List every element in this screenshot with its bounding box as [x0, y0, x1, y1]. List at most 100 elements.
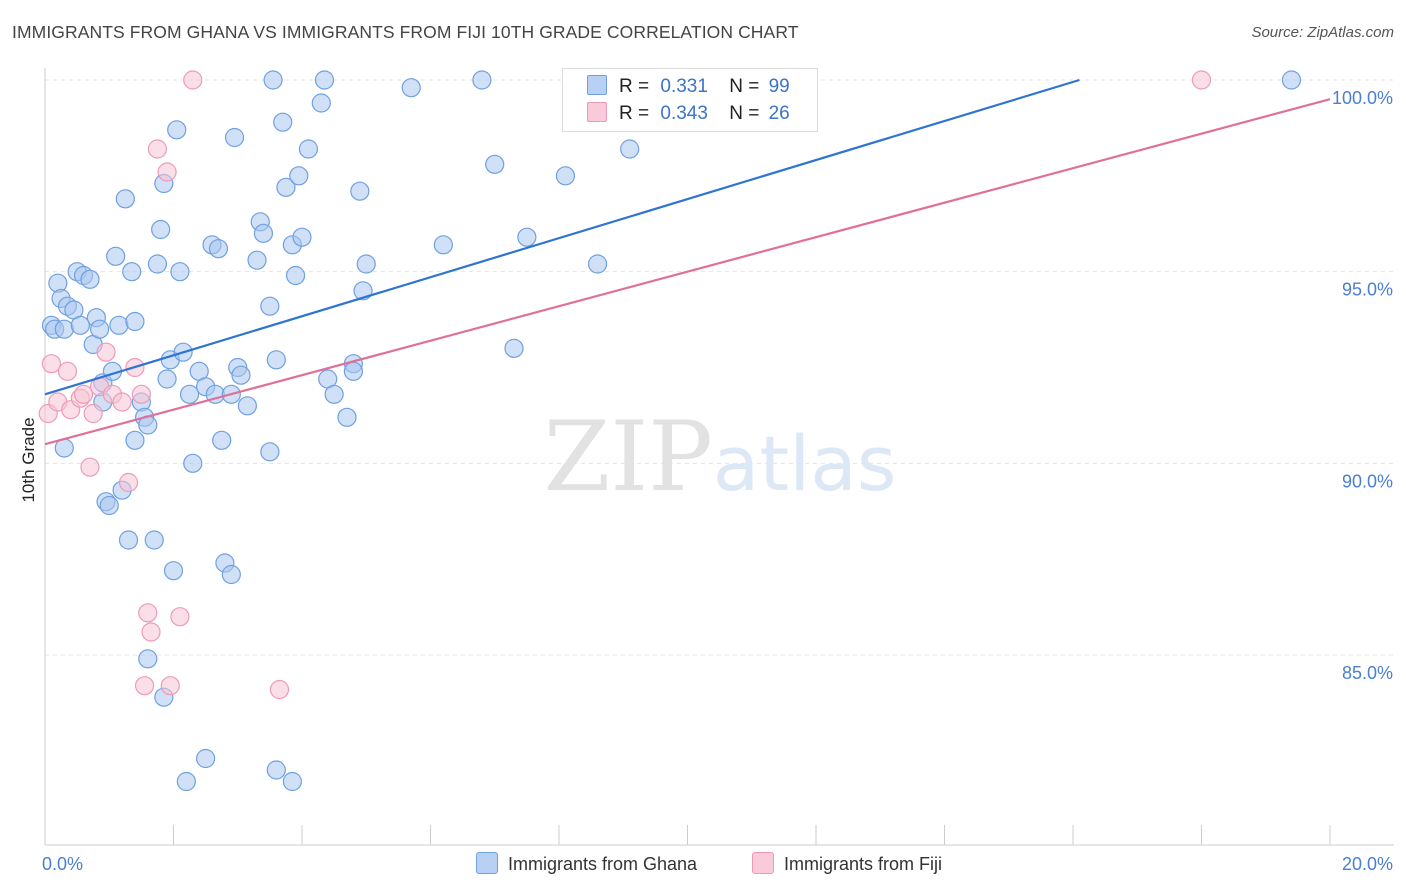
legend-row-ghana: R = 0.331 N = 99 — [587, 75, 790, 101]
point-ghana — [224, 127, 245, 148]
point-ghana — [125, 311, 145, 332]
legend-r-value-ghana: 0.331 — [660, 76, 708, 97]
axes — [44, 68, 1394, 846]
legend-n-value-ghana: 99 — [768, 76, 790, 97]
watermark-zip: ZIP — [544, 401, 713, 513]
point-ghana — [433, 235, 453, 255]
point-ghana — [157, 369, 177, 389]
point-ghana — [266, 760, 286, 780]
point-fiji — [118, 472, 139, 493]
series-legend-swatch-fiji — [752, 852, 774, 874]
y-tick-label: 95.0% — [1342, 280, 1393, 300]
watermark-atlas: atlas — [713, 419, 897, 508]
point-ghana — [253, 223, 274, 243]
point-ghana — [144, 530, 164, 550]
legend-n-value-fiji: 26 — [768, 103, 790, 124]
point-ghana — [260, 296, 280, 316]
legend-swatch-fiji — [587, 102, 607, 122]
y-axis-label: 10th Grade — [19, 417, 38, 502]
point-ghana — [183, 453, 203, 473]
point-ghana — [122, 262, 142, 282]
point-ghana — [118, 530, 139, 550]
point-ghana — [170, 262, 190, 282]
legend-r-label: R = — [619, 103, 650, 124]
y-tick-label: 100.0% — [1332, 88, 1393, 108]
point-ghana — [99, 495, 119, 516]
point-fiji — [80, 457, 100, 477]
series-legend-swatch-ghana — [476, 852, 498, 874]
chart-source: Source: ZipAtlas.com — [1251, 24, 1394, 41]
point-ghana — [247, 250, 267, 270]
point-ghana — [504, 338, 524, 358]
point-ghana — [324, 384, 344, 404]
legend-n-label: N = — [729, 76, 760, 97]
legend-n-label: N = — [729, 103, 760, 124]
point-ghana — [208, 239, 229, 259]
point-fiji — [131, 384, 151, 404]
grid-lines — [45, 79, 1394, 656]
point-ghana — [176, 771, 196, 792]
point-fiji — [138, 603, 158, 623]
point-ghana — [311, 93, 331, 113]
point-ghana — [314, 70, 335, 90]
point-ghana — [289, 166, 309, 186]
y-tick-labels: 85.0% 90.0% 95.0% 100.0% — [1332, 88, 1393, 683]
point-ghana — [212, 430, 232, 450]
point-ghana — [276, 177, 296, 197]
series-ghana — [41, 70, 1302, 792]
watermark: ZIPatlas — [544, 401, 897, 513]
series-legend-ghana: Immigrants from Ghana — [476, 852, 697, 875]
point-fiji — [112, 392, 132, 412]
point-ghana — [54, 319, 74, 339]
point-fiji — [160, 676, 180, 696]
series-legend-label-ghana: Immigrants from Ghana — [508, 854, 698, 874]
point-ghana — [298, 139, 319, 159]
point-ghana — [282, 771, 302, 792]
legend-r-label: R = — [619, 76, 650, 97]
point-ghana — [555, 166, 576, 186]
point-fiji — [41, 354, 62, 374]
y-tick-label: 85.0% — [1342, 663, 1393, 683]
point-ghana — [80, 269, 100, 289]
point-fiji — [147, 139, 168, 159]
point-ghana — [285, 265, 306, 286]
point-fiji — [141, 622, 161, 642]
point-ghana — [106, 246, 126, 266]
point-ghana — [587, 254, 608, 274]
series-fiji — [38, 70, 1212, 700]
point-fiji — [1191, 70, 1212, 90]
x-tick-label: 20.0% — [1342, 854, 1393, 874]
point-ghana — [167, 120, 187, 140]
point-ghana — [292, 227, 312, 247]
point-ghana — [620, 139, 640, 159]
point-fiji — [57, 361, 78, 381]
point-fiji — [183, 70, 203, 90]
point-ghana — [401, 78, 421, 98]
point-ghana — [151, 219, 171, 240]
point-fiji — [73, 384, 94, 404]
y-tick-label: 90.0% — [1342, 471, 1393, 491]
point-ghana — [343, 361, 363, 381]
point-ghana — [138, 649, 158, 669]
series-legend-label-fiji: Immigrants from Fiji — [784, 854, 943, 874]
point-fiji — [157, 162, 177, 182]
point-ghana — [163, 561, 184, 581]
chart-title: IMMIGRANTS FROM GHANA VS IMMIGRANTS FROM… — [12, 22, 799, 42]
x-tick-label: 0.0% — [42, 854, 83, 874]
trend-line-fiji — [44, 98, 1331, 446]
point-ghana — [472, 70, 492, 90]
point-ghana — [263, 70, 283, 90]
point-ghana — [115, 189, 135, 209]
point-ghana — [517, 227, 537, 247]
trend-lines — [44, 78, 1331, 446]
point-ghana — [273, 112, 293, 132]
point-ghana — [147, 254, 168, 274]
point-ghana — [356, 254, 376, 274]
point-fiji — [83, 403, 103, 424]
point-ghana — [109, 315, 129, 335]
point-ghana — [125, 430, 145, 450]
series-legend-fiji: Immigrants from Fiji — [752, 852, 942, 875]
x-tick-labels: 0.0% 20.0% — [42, 854, 1393, 874]
point-ghana — [231, 365, 251, 385]
